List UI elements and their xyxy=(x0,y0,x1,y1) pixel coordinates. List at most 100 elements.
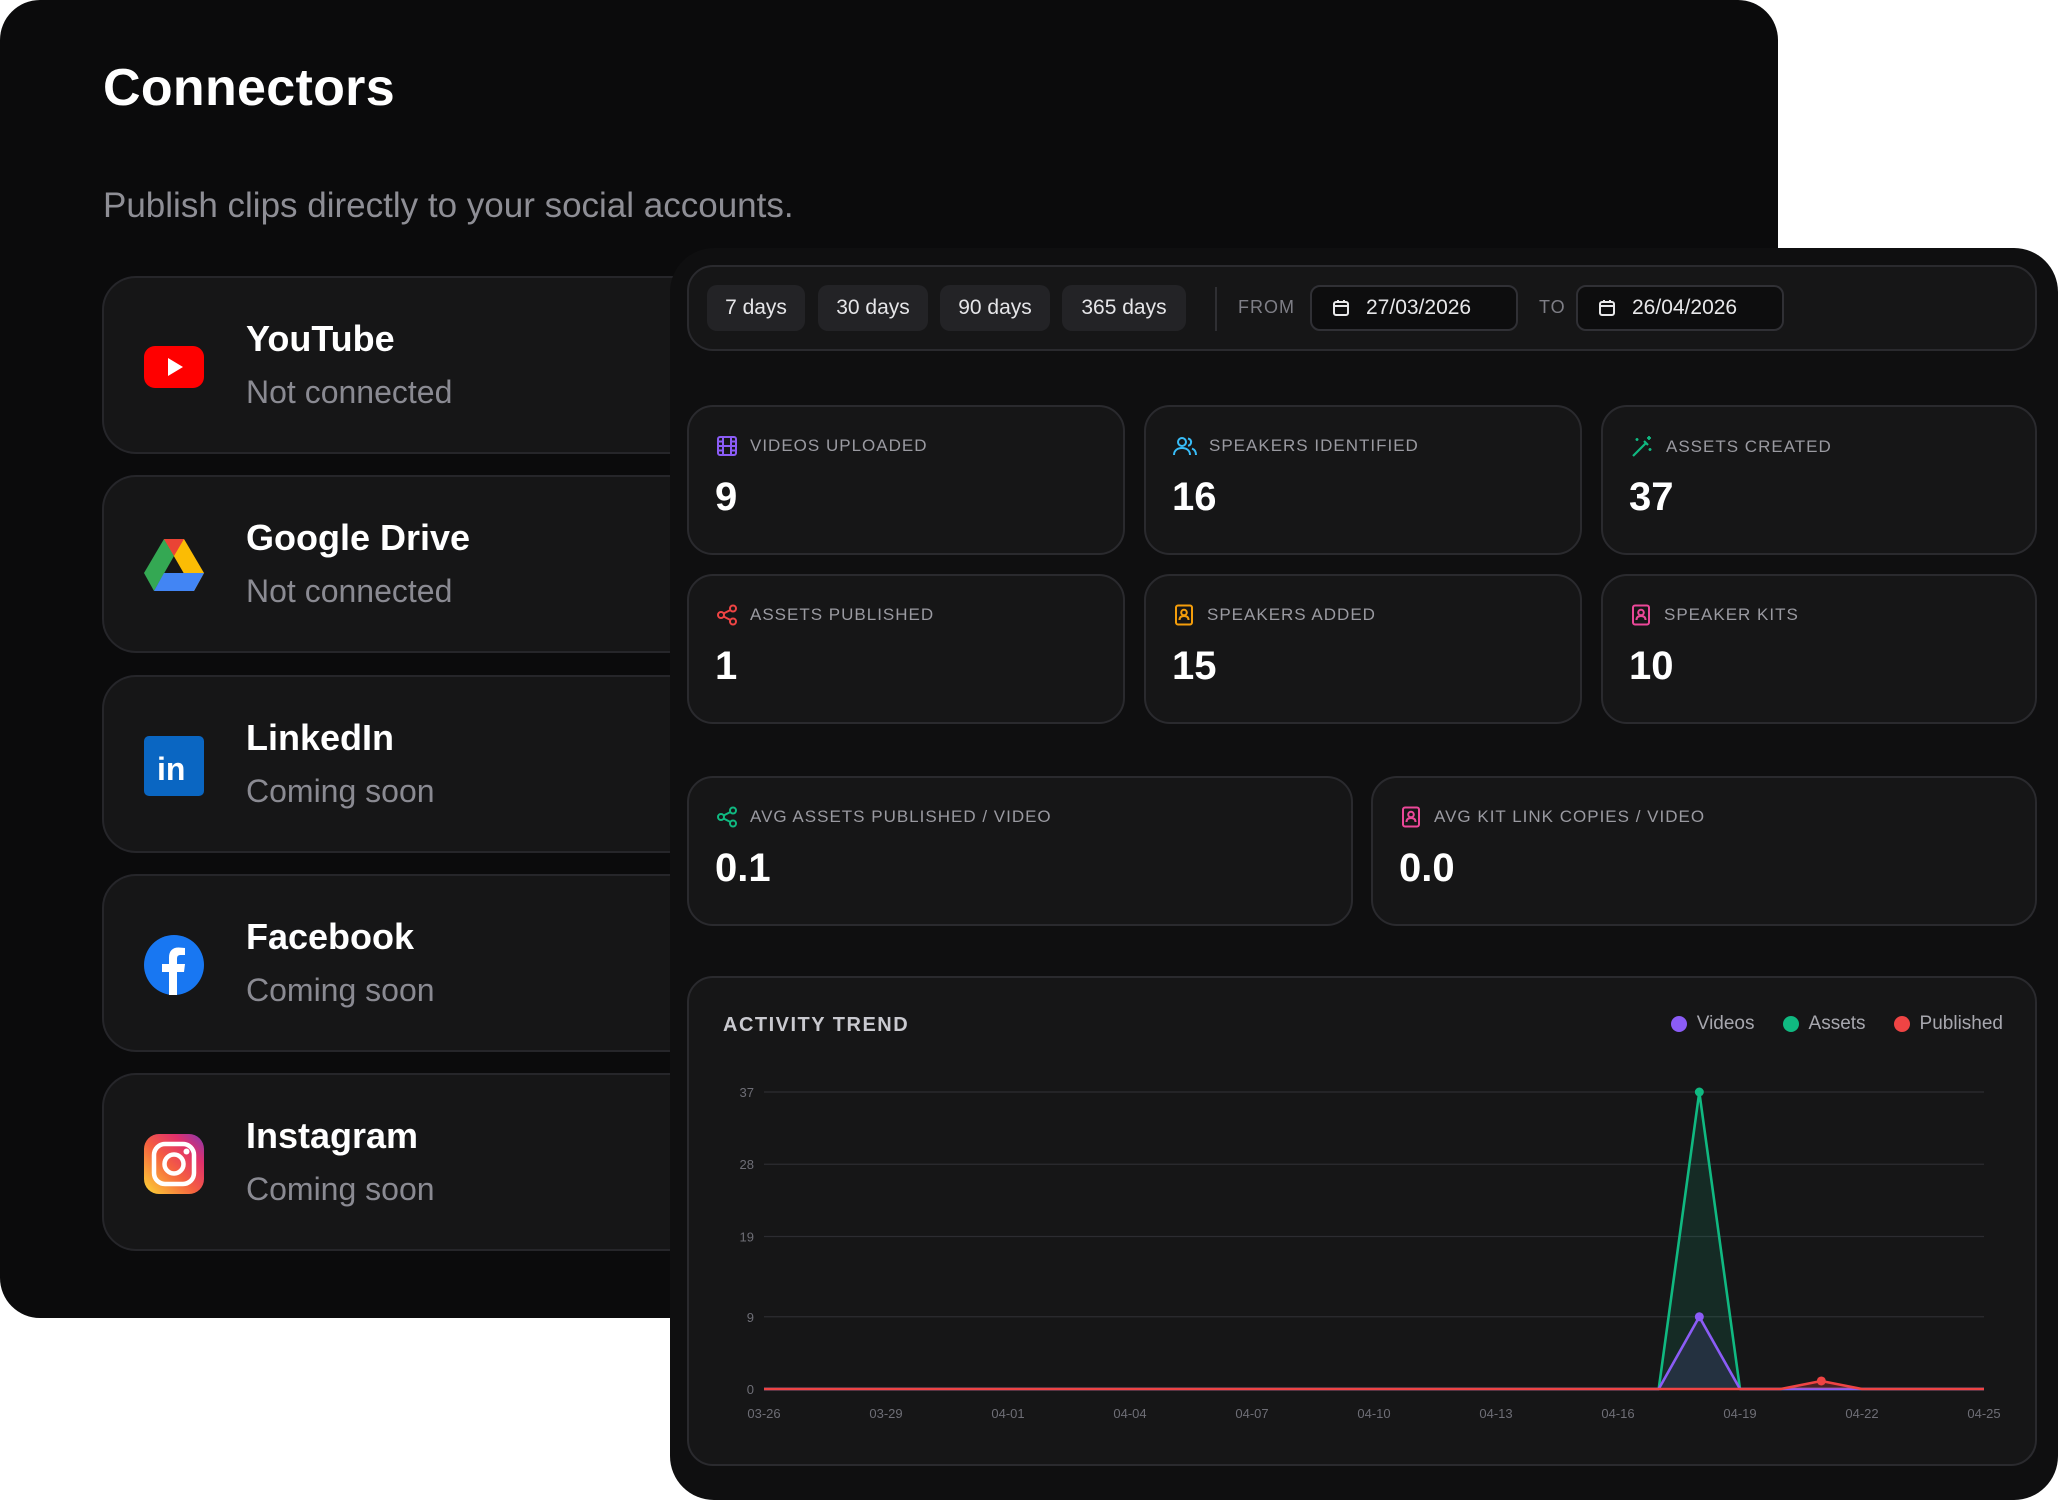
chart-title: ACTIVITY TREND xyxy=(723,1014,910,1036)
date-range-bar: 7 days 30 days 90 days 365 days FROM 27/… xyxy=(687,265,2037,351)
data-point-videos xyxy=(1694,1312,1704,1322)
series-line-videos xyxy=(764,1315,1984,1391)
y-tick-label: 19 xyxy=(740,1229,754,1244)
connector-status: Coming soon xyxy=(246,1171,435,1207)
x-tick-label: 04-19 xyxy=(1723,1406,1756,1421)
y-tick-label: 28 xyxy=(740,1157,754,1172)
legend-label: Assets xyxy=(1808,1013,1866,1034)
magic-wand-icon xyxy=(1632,436,1652,457)
stat-value: 16 xyxy=(1172,475,1217,519)
connector-status: Not connected xyxy=(246,573,453,609)
stat-value: 37 xyxy=(1629,475,1674,519)
calendar-icon xyxy=(1333,300,1349,316)
contact-book-icon xyxy=(1175,604,1193,626)
from-label: FROM xyxy=(1238,297,1295,317)
page-subtitle: Publish clips directly to your social ac… xyxy=(103,186,794,225)
legend-swatch xyxy=(1893,1016,1910,1032)
connector-status: Not connected xyxy=(246,374,453,410)
page-title: Connectors xyxy=(103,59,395,117)
series-line-published xyxy=(764,1379,1984,1391)
stat-card-assets-created: Assets Created 37 xyxy=(1601,405,2037,555)
activity-trend-card: 0 9 19 28 37 03-26 03-29 04-01 04-04 04-07 04-10 04… xyxy=(687,976,2037,1466)
instagram-icon xyxy=(144,1134,204,1194)
series-line-assets xyxy=(764,1090,1984,1391)
x-tick-label: 04-10 xyxy=(1357,1406,1390,1421)
stat-card-speakers-added: Speakers Added 15 xyxy=(1144,574,1582,724)
google-drive-icon xyxy=(144,536,204,596)
to-label: TO xyxy=(1539,297,1566,317)
connector-status: Coming soon xyxy=(246,972,435,1008)
from-date-value: 27/03/2026 xyxy=(1366,296,1472,319)
stat-label: Assets Created xyxy=(1666,437,1832,456)
contact-book-icon xyxy=(1402,806,1420,828)
range-90-days-button[interactable]: 90 days xyxy=(940,285,1050,331)
y-tick-label: 0 xyxy=(747,1382,754,1397)
x-tick-label: 04-01 xyxy=(991,1406,1024,1421)
range-divider xyxy=(1215,287,1217,331)
stat-value: 1 xyxy=(715,644,738,688)
range-365-days-button[interactable]: 365 days xyxy=(1062,285,1186,331)
legend-item-assets[interactable]: Assets xyxy=(1782,1013,1866,1035)
x-tick-label: 04-13 xyxy=(1479,1406,1512,1421)
stat-label: Speaker Kits xyxy=(1664,605,1799,624)
x-tick-label: 04-16 xyxy=(1601,1406,1634,1421)
stat-card-avg-kit-link-copies: Avg Kit Link Copies / Video 0.0 xyxy=(1371,776,2037,926)
stat-card-videos-uploaded: Videos Uploaded 9 xyxy=(687,405,1125,555)
x-tick-label: 04-04 xyxy=(1113,1406,1146,1421)
stat-card-avg-assets-published: Avg Assets Published / Video 0.1 xyxy=(687,776,1353,926)
stat-label: Assets Published xyxy=(750,605,935,624)
share-icon xyxy=(717,604,737,626)
connector-name: Google Drive xyxy=(246,517,471,558)
svg-text:in: in xyxy=(157,751,185,787)
legend-item-videos[interactable]: Videos xyxy=(1670,1013,1755,1035)
facebook-icon xyxy=(144,935,204,995)
to-date-field[interactable]: 26/04/2026 xyxy=(1576,285,1784,331)
legend-label: Published xyxy=(1919,1013,2003,1034)
x-tick-label: 03-26 xyxy=(747,1406,780,1421)
x-tick-label: 04-25 xyxy=(1967,1406,2000,1421)
series-area-assets xyxy=(764,1092,1984,1389)
activity-trend-chart: 0 9 19 28 37 03-26 03-29 04-01 04-04 04-07 04-10 04… xyxy=(740,1085,2001,1421)
connector-name: Instagram xyxy=(246,1115,419,1156)
from-date-field[interactable]: 27/03/2026 xyxy=(1310,285,1518,331)
legend-item-published[interactable]: Published xyxy=(1893,1013,2003,1035)
data-point-published xyxy=(1816,1376,1826,1386)
range-7-days-button[interactable]: 7 days xyxy=(707,285,805,331)
connector-name: Facebook xyxy=(246,916,415,957)
connector-name: YouTube xyxy=(246,318,395,359)
share-icon xyxy=(717,806,737,828)
x-tick-label: 03-29 xyxy=(869,1406,902,1421)
y-tick-label: 37 xyxy=(740,1085,754,1100)
stat-label: Speakers Added xyxy=(1207,605,1376,624)
legend-swatch xyxy=(1782,1016,1799,1032)
x-tick-label: 04-22 xyxy=(1845,1406,1878,1421)
legend-swatch xyxy=(1670,1016,1687,1032)
stat-label: Avg Kit Link Copies / Video xyxy=(1434,807,1706,826)
stat-label: Speakers Identified xyxy=(1209,436,1419,455)
connector-status: Coming soon xyxy=(246,773,435,809)
users-icon xyxy=(1173,437,1197,456)
range-30-days-button[interactable]: 30 days xyxy=(818,285,928,331)
youtube-icon xyxy=(144,337,204,397)
legend-label: Videos xyxy=(1696,1013,1755,1034)
stat-label: Avg Assets Published / Video xyxy=(750,807,1052,826)
linkedin-icon: in xyxy=(144,736,204,796)
stat-card-speaker-kits: Speaker Kits 10 xyxy=(1601,574,2037,724)
stat-value: 0.1 xyxy=(715,846,771,890)
data-point-assets xyxy=(1694,1087,1704,1097)
analytics-panel: 7 days 30 days 90 days 365 days FROM 27/… xyxy=(670,248,2058,1500)
stat-value: 10 xyxy=(1629,644,1674,688)
connector-name: LinkedIn xyxy=(246,717,395,758)
stat-value: 15 xyxy=(1172,644,1217,688)
contact-book-icon xyxy=(1632,604,1650,626)
series-area-videos xyxy=(764,1316,1984,1389)
chart-legend: Videos Assets Published xyxy=(1670,1013,2003,1035)
calendar-icon xyxy=(1599,300,1615,316)
film-icon xyxy=(717,436,737,456)
stat-value: 0.0 xyxy=(1399,846,1455,890)
y-tick-label: 9 xyxy=(747,1310,754,1325)
to-date-value: 26/04/2026 xyxy=(1632,296,1738,319)
stat-card-assets-published: Assets Published 1 xyxy=(687,574,1125,724)
stat-value: 9 xyxy=(715,475,738,519)
x-tick-label: 04-07 xyxy=(1235,1406,1268,1421)
